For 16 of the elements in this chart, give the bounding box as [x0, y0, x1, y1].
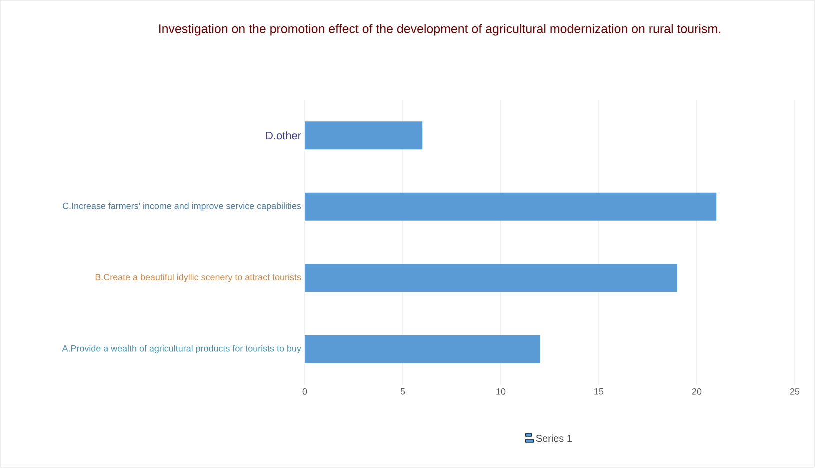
y-tick-label: C.Increase farmers' income and improve service capabilities: [63, 202, 302, 212]
x-tick-label: 0: [302, 388, 308, 395]
bar: [305, 192, 717, 221]
y-tick-label: D.other: [266, 132, 302, 140]
y-tick-label: A.Provide a wealth of agricultural products for tourists to buy: [62, 345, 302, 354]
bar: [305, 122, 423, 150]
bar: [305, 335, 540, 364]
y-tick-label: B.Create a beautiful idyllic scenery to attract tourists: [96, 274, 302, 282]
legend-label: Series 1: [536, 434, 572, 442]
x-tick-label: 15: [594, 388, 604, 395]
x-tick-label: 25: [790, 388, 800, 395]
x-tick-label: 10: [496, 388, 506, 395]
chart-title: Investigation on the promotion effect of the development of agricultural modernization on rural tourism.: [160, 24, 720, 36]
x-tick-label: 20: [692, 388, 702, 395]
bar: [305, 264, 678, 292]
x-tick-label: 5: [400, 388, 406, 395]
